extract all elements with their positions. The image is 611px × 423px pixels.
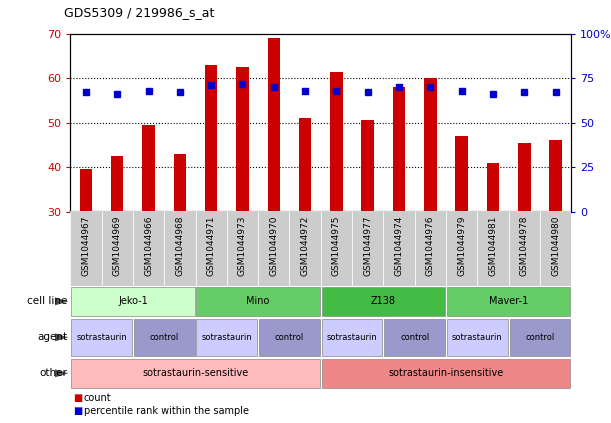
Text: control: control bbox=[275, 333, 304, 342]
Text: GSM1044966: GSM1044966 bbox=[144, 215, 153, 276]
Bar bbox=[322, 359, 570, 388]
Text: GSM1044973: GSM1044973 bbox=[238, 215, 247, 276]
Bar bbox=[134, 319, 194, 356]
Text: ■: ■ bbox=[73, 393, 82, 403]
Bar bbox=[164, 212, 196, 286]
Bar bbox=[101, 212, 133, 286]
Bar bbox=[540, 212, 571, 286]
Bar bbox=[384, 319, 445, 356]
Bar bbox=[259, 319, 320, 356]
Text: count: count bbox=[84, 393, 111, 403]
Text: Maver-1: Maver-1 bbox=[489, 297, 529, 306]
Bar bbox=[205, 65, 218, 211]
Text: GSM1044976: GSM1044976 bbox=[426, 215, 435, 276]
Bar bbox=[518, 143, 530, 212]
Bar bbox=[487, 163, 499, 212]
Bar bbox=[362, 121, 374, 212]
Text: sotrastaurin-insensitive: sotrastaurin-insensitive bbox=[389, 368, 503, 378]
Bar bbox=[322, 319, 382, 356]
Text: GSM1044967: GSM1044967 bbox=[81, 215, 90, 276]
Text: GSM1044968: GSM1044968 bbox=[175, 215, 185, 276]
Bar bbox=[299, 118, 312, 212]
Bar bbox=[236, 67, 249, 212]
Text: sotrastaurin: sotrastaurin bbox=[202, 333, 252, 342]
Text: GSM1044969: GSM1044969 bbox=[113, 215, 122, 276]
Bar bbox=[111, 156, 123, 212]
Text: cell line: cell line bbox=[27, 297, 67, 306]
Bar bbox=[71, 287, 194, 316]
Text: GSM1044979: GSM1044979 bbox=[457, 215, 466, 276]
Text: GSM1044978: GSM1044978 bbox=[520, 215, 529, 276]
Text: control: control bbox=[525, 333, 555, 342]
Bar bbox=[70, 212, 101, 286]
Text: other: other bbox=[39, 368, 67, 378]
Bar bbox=[71, 319, 132, 356]
Text: GSM1044971: GSM1044971 bbox=[207, 215, 216, 276]
Bar bbox=[446, 212, 477, 286]
Text: sotrastaurin: sotrastaurin bbox=[76, 333, 127, 342]
Text: control: control bbox=[150, 333, 179, 342]
Bar bbox=[197, 287, 320, 316]
Bar bbox=[447, 319, 508, 356]
Polygon shape bbox=[55, 333, 68, 341]
Bar bbox=[196, 212, 227, 286]
Bar bbox=[447, 287, 570, 316]
Polygon shape bbox=[55, 297, 68, 305]
Bar bbox=[455, 136, 468, 212]
Text: GSM1044974: GSM1044974 bbox=[395, 215, 403, 275]
Text: GSM1044975: GSM1044975 bbox=[332, 215, 341, 276]
Text: GSM1044977: GSM1044977 bbox=[364, 215, 372, 276]
Bar bbox=[174, 154, 186, 212]
Text: control: control bbox=[400, 333, 430, 342]
Text: sotrastaurin: sotrastaurin bbox=[327, 333, 378, 342]
Bar bbox=[321, 212, 352, 286]
Bar bbox=[142, 125, 155, 212]
Bar bbox=[393, 87, 405, 212]
Text: Jeko-1: Jeko-1 bbox=[118, 297, 148, 306]
Bar bbox=[268, 38, 280, 212]
Text: sotrastaurin: sotrastaurin bbox=[452, 333, 503, 342]
Text: GSM1044972: GSM1044972 bbox=[301, 215, 310, 275]
Bar bbox=[510, 319, 570, 356]
Bar bbox=[549, 140, 562, 212]
Text: GSM1044981: GSM1044981 bbox=[489, 215, 497, 276]
Bar bbox=[424, 78, 437, 212]
Bar bbox=[477, 212, 509, 286]
Bar bbox=[71, 359, 320, 388]
Bar bbox=[330, 71, 343, 212]
Text: GDS5309 / 219986_s_at: GDS5309 / 219986_s_at bbox=[64, 6, 214, 19]
Bar bbox=[415, 212, 446, 286]
Text: Z138: Z138 bbox=[371, 297, 396, 306]
Text: percentile rank within the sample: percentile rank within the sample bbox=[84, 407, 249, 416]
Bar bbox=[322, 287, 445, 316]
Bar bbox=[290, 212, 321, 286]
Bar bbox=[79, 169, 92, 212]
Text: GSM1044970: GSM1044970 bbox=[269, 215, 278, 276]
Text: ■: ■ bbox=[73, 407, 82, 416]
Bar bbox=[384, 212, 415, 286]
Bar bbox=[352, 212, 384, 286]
Text: sotrastaurin-sensitive: sotrastaurin-sensitive bbox=[142, 368, 249, 378]
Bar bbox=[258, 212, 290, 286]
Bar bbox=[509, 212, 540, 286]
Polygon shape bbox=[55, 369, 68, 377]
Text: GSM1044980: GSM1044980 bbox=[551, 215, 560, 276]
Bar bbox=[197, 319, 257, 356]
Bar bbox=[133, 212, 164, 286]
Text: Mino: Mino bbox=[246, 297, 270, 306]
Bar bbox=[227, 212, 258, 286]
Text: agent: agent bbox=[37, 332, 67, 342]
